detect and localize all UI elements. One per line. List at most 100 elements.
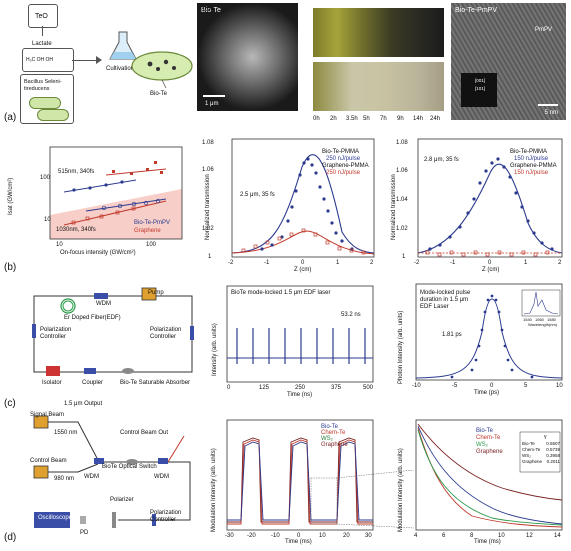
- control-out-label: Control Beam Out: [120, 430, 169, 436]
- switch-diagram: [33, 415, 191, 528]
- b3-xtick: -1: [450, 260, 456, 266]
- b1-ann1: 515nm, 340fs: [58, 169, 95, 175]
- lactate-label: Lactate: [32, 41, 52, 47]
- plot-d1-svg: [226, 419, 374, 531]
- d2-cell: Graphene: [522, 459, 543, 465]
- c2-xlabel: Time (ps): [474, 390, 500, 396]
- plot-b2: 2.5 μm, 35 fs Bio-Te-PMMA 250 nJ/pulse G…: [222, 137, 377, 273]
- b3-legend1: 150 nJ/pulse: [514, 156, 549, 162]
- panel-label-c: (c): [4, 398, 16, 409]
- b3-xtick: 0: [488, 260, 492, 266]
- vial-times: 0h 2h 3.5h 5h 7h 9h 14h 24h: [313, 116, 444, 124]
- b3-ytick: 1.04: [396, 197, 408, 203]
- b3-legend2: 150 nJ/pulse: [514, 170, 549, 176]
- fft-inset: [001] [101]: [461, 73, 497, 107]
- c2-xtick: -5: [452, 383, 458, 389]
- plot-d1: Bio-Te Chem-Te WS₂ Graphene -30 -20 -10 …: [225, 418, 375, 545]
- scale-bar: [538, 104, 558, 106]
- plot-d2-svg: [415, 419, 563, 531]
- b2-xtick: 2: [370, 260, 374, 266]
- b1-legend: Graphene: [134, 228, 161, 234]
- pol-label: Polarization Controller: [150, 510, 182, 524]
- d2-cell: Bio-Te: [522, 441, 535, 446]
- b3-legend-title2: Graphene-PMMA: [510, 163, 557, 169]
- bacillus-box: Bacillus Seleni- tireducens: [20, 74, 74, 124]
- d1-ylabel: Modulation Intensity (arb. units): [211, 448, 217, 532]
- tem-image: Bio-Te-PmPV PmPV [001] [101] 5 nm: [451, 3, 566, 120]
- panel-label-b: (b): [4, 262, 17, 273]
- bio-te-label: Bio-Te: [150, 91, 168, 97]
- arrow-line: [42, 26, 43, 36]
- d1-xtick: -10: [271, 533, 280, 539]
- b3-ytick: 1.06: [396, 168, 408, 174]
- coupler-label: Coupler: [82, 380, 104, 386]
- d1-xtick: 30: [365, 533, 372, 539]
- time-label: 14h: [413, 116, 424, 122]
- b1-ytick: 10: [44, 217, 51, 223]
- b2-legend1: 250 nJ/pulse: [326, 156, 361, 162]
- b3-ytick: 1.08: [396, 140, 408, 146]
- time-label: 3.5h: [346, 116, 358, 122]
- b1-ytick: 100: [40, 175, 51, 181]
- d1-xlabel: Time (ms): [285, 539, 312, 545]
- b2-ytick: 1: [208, 254, 212, 260]
- plot-c1-svg: [226, 285, 374, 383]
- switch-label: BioTe Optical Switch: [102, 464, 157, 470]
- b1-xtick: 10: [56, 242, 63, 248]
- teo-box: TeO: [28, 4, 58, 28]
- pol-right-label: Polarization Controller: [150, 327, 182, 341]
- tem-title: Bio-Te-PmPV: [455, 7, 498, 14]
- time-label: 24h: [430, 116, 441, 122]
- b2-ylabel: Normalized transmission: [205, 174, 211, 240]
- c2-inset-xtick: 1540: [523, 317, 532, 322]
- plot-b1-svg: [49, 146, 183, 240]
- time-label: 2h: [330, 116, 337, 122]
- b2-legend2: 250 nJ/pulse: [326, 170, 361, 176]
- c2-xtick: 5: [524, 383, 528, 389]
- c1-xtick: 375: [331, 385, 342, 391]
- d1-xtick: 20: [343, 533, 350, 539]
- plot-b3: 2.8 μm, 35 fs Bio-Te-PMMA 150 nJ/pulse G…: [410, 137, 565, 273]
- d1-legend: Chem-Te: [321, 430, 346, 436]
- d1-legend: Bio-Te: [321, 424, 339, 430]
- d2-cell: 0.3958: [546, 453, 560, 459]
- d2-table-row: Chem-Te 0.5739: [522, 447, 560, 453]
- time-label: 5h: [363, 116, 370, 122]
- d2-legend: WS₂: [476, 442, 488, 448]
- plot-b2-svg: [231, 138, 375, 258]
- d1-xtick: 0: [297, 533, 301, 539]
- d2-cell: 0.5507: [546, 441, 560, 446]
- arrow-head-icon: [96, 56, 102, 64]
- osc-label: Oscilloscope: [38, 515, 73, 521]
- b1-legend: Bio-Te-PmPV: [134, 220, 171, 226]
- d2-xtick: 8: [470, 533, 474, 539]
- b3-ytick: 1: [402, 254, 406, 260]
- b1-ylabel: Isat (GW/cm²): [8, 177, 14, 215]
- plot-b3-svg: [417, 138, 563, 258]
- c1-xlabel: Time (ns): [287, 392, 313, 398]
- c2-xtick: -10: [412, 383, 421, 389]
- plot-c1: BioTe mode-locked 1.5 μm EDF laser 53.2 …: [225, 284, 375, 398]
- c2-xtick: 0: [490, 383, 494, 389]
- d1-xtick: -20: [247, 533, 256, 539]
- c1-ylabel: Intensity (arb. units): [212, 323, 218, 376]
- d2-xlabel: Time (ms): [474, 539, 501, 545]
- vials-top-photo: [313, 8, 444, 57]
- bacillus-label: Bacillus Seleni- tireducens: [24, 79, 62, 92]
- b3-ylabel: Normalized transmission: [391, 174, 397, 240]
- b1-xtick: 100: [146, 242, 157, 248]
- b1-xlabel: On-focus intensity (GW/cm²): [60, 250, 136, 256]
- b2-xtick: 1: [336, 260, 340, 266]
- d2-table-row: Graphene 0.2011: [522, 459, 560, 465]
- c1-xtick: 125: [259, 385, 270, 391]
- pd-label: PD: [80, 530, 89, 536]
- b3-legend-title1: Bio-Te-PMMA: [510, 149, 548, 155]
- d2-cell: 0.5739: [546, 447, 560, 453]
- vials-bottom-photo: [313, 62, 444, 111]
- d2-xtick: 14: [554, 533, 561, 539]
- b3-ytick: 1.02: [396, 226, 408, 232]
- lactate-formula: H₃C OH OH: [26, 57, 54, 63]
- isolator-label: Isolator: [42, 380, 62, 386]
- tem-idx1: [001]: [475, 78, 486, 83]
- c2-inset-xlabel: Wavelength(nm): [528, 322, 558, 327]
